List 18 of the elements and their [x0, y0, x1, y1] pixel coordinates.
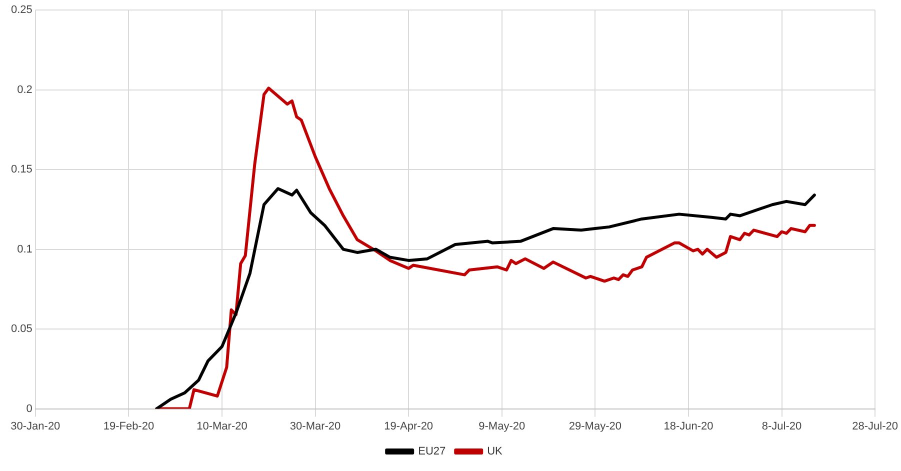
x-tick-label: 30-Jan-20	[10, 420, 60, 432]
x-tick-label: 30-Mar-20	[290, 420, 341, 432]
x-tick-label: 19-Feb-20	[103, 420, 154, 432]
x-tick-label: 18-Jun-20	[664, 420, 714, 432]
y-tick-label: 0.2	[17, 84, 32, 96]
legend-label: EU27	[418, 446, 446, 458]
x-tick-label: 9-May-20	[478, 420, 526, 432]
x-tick-label: 8-Jul-20	[762, 420, 802, 432]
y-tick-label: 0	[26, 402, 32, 415]
y-tick-label: 0.15	[10, 164, 32, 176]
x-tick-label: 10-Mar-20	[196, 420, 248, 432]
y-tick-label: 0.25	[10, 4, 32, 16]
legend-label: UK	[487, 446, 504, 458]
x-tick-label: 28-Jul-20	[852, 420, 898, 432]
x-tick-label: 19-Apr-20	[384, 420, 434, 432]
x-tick-label: 29-May-20	[568, 420, 622, 432]
y-tick-label: 0.05	[10, 323, 32, 336]
y-tick-label: 0.1	[17, 243, 32, 256]
